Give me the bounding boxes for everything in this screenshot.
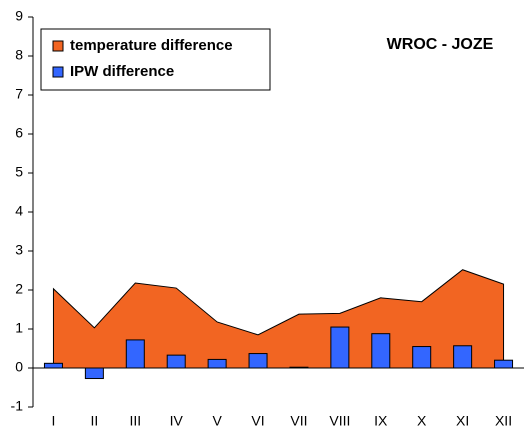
legend-box [40,28,271,91]
bar [166,354,186,369]
bar [453,345,473,369]
legend: temperature difference IPW difference [40,28,271,91]
legend-label: temperature difference [70,37,233,54]
x-tick-label: II [90,413,98,429]
bar [207,358,227,369]
y-tick-label: 8 [15,47,23,63]
legend-label: IPW difference [70,63,174,80]
bar [412,346,432,369]
y-tick-label: 0 [15,359,23,375]
bar [84,367,104,380]
x-tick-label: VIII [329,413,350,429]
x-tick-label: III [129,413,141,429]
x-tick-label: XI [456,413,469,429]
bar [494,359,514,369]
x-tick-label: V [212,413,222,429]
bar [330,326,350,369]
legend-swatch [52,40,64,52]
bar [248,353,268,369]
y-tick-label: 7 [15,86,23,102]
y-tick-label: 3 [15,242,23,258]
x-tick-label: IX [374,413,388,429]
x-tick-label: X [417,413,427,429]
bar [43,362,63,369]
y-tick-label: 6 [15,125,23,141]
legend-swatch [52,66,64,78]
y-tick-label: 9 [15,8,23,24]
x-tick-label: VII [290,413,307,429]
x-tick-label: XII [495,413,512,429]
y-tick-label: 2 [15,281,23,297]
x-tick-label: VI [251,413,264,429]
x-tick-label: IV [170,413,184,429]
y-tick-label: 4 [15,203,23,219]
y-tick-label: -1 [11,398,24,414]
area [52,269,505,369]
chart-annotation: WROC - JOZE [387,36,494,53]
x-tick-label: I [52,413,56,429]
y-tick-label: 5 [15,164,23,180]
y-tick-label: 1 [15,320,23,336]
bar [125,339,145,369]
bar [371,333,391,369]
